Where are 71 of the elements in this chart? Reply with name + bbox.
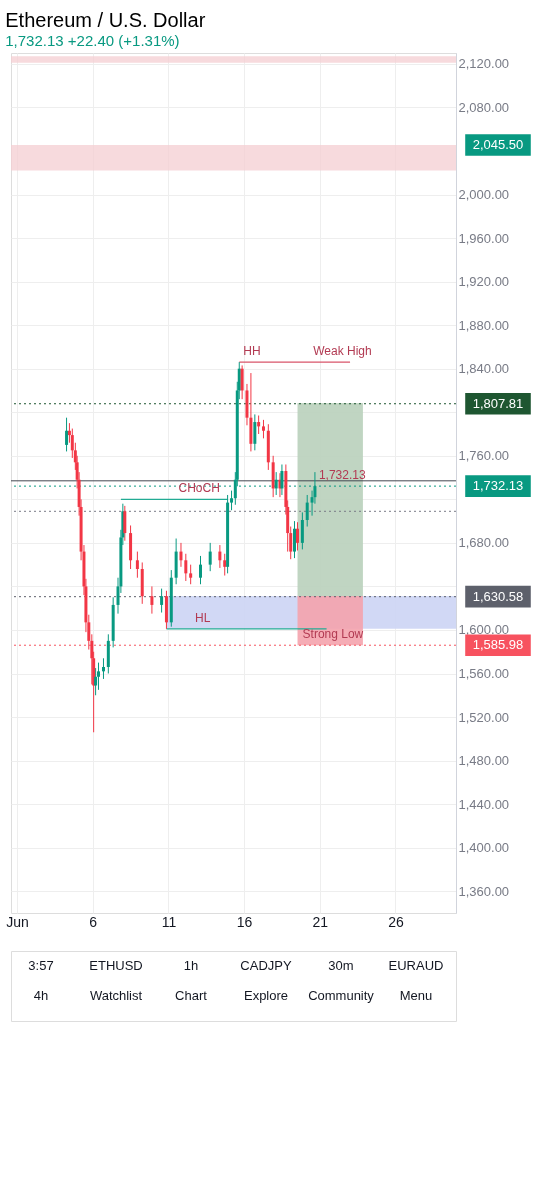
candlestick <box>160 588 164 614</box>
x-tick-label: 16 <box>236 913 253 930</box>
x-tick-label: 6 <box>89 913 98 930</box>
candlestick <box>293 520 296 559</box>
band-label: 2,045.50 <box>472 136 524 152</box>
y-tick-label: 1,880.00 <box>458 317 510 333</box>
candlestick <box>218 544 222 569</box>
text: 3:57 <box>28 958 54 973</box>
y-tick-label: 1,600.00 <box>458 622 510 638</box>
y-tick-label: 1,360.00 <box>458 883 510 899</box>
annotation: Strong Low <box>302 627 364 642</box>
y-tick-label: 1,560.00 <box>458 666 510 682</box>
x-tick-label: 21 <box>312 913 329 930</box>
text: 1h <box>183 958 199 973</box>
annotation: 1,732.13 <box>318 468 366 483</box>
annotation: CHoCH <box>178 481 220 496</box>
ref-line-label: 1,732.13 <box>472 478 524 494</box>
candlestick <box>240 364 244 400</box>
text: ETHUSD <box>89 958 143 973</box>
candlestick <box>135 551 139 579</box>
ref-line-label: 1,630.58 <box>472 588 524 604</box>
y-tick-label: 1,920.00 <box>458 274 510 290</box>
chart-subtitle: 1,732.13 +22.40 (+1.31%) <box>5 31 180 49</box>
candlestick <box>274 471 278 496</box>
y-tick-label: 1,440.00 <box>458 796 510 812</box>
candlestick <box>261 419 265 439</box>
y-tick-label: 1,760.00 <box>458 448 510 464</box>
y-tick-label: 2,120.00 <box>458 56 510 72</box>
text: Watchlist <box>89 988 143 1003</box>
candlestick <box>208 542 212 572</box>
x-tick-label: 26 <box>388 913 404 930</box>
candlestick <box>257 415 261 435</box>
text: CADJPY <box>240 958 292 973</box>
x-tick-label: 11 <box>161 913 177 930</box>
y-tick-label: 1,400.00 <box>458 840 510 856</box>
candlestick <box>296 521 300 551</box>
annotation: HH <box>243 344 261 359</box>
candlestick <box>65 417 69 452</box>
ref-line-label: 1,807.81 <box>472 395 524 411</box>
annotation: HL <box>195 610 211 625</box>
candlestick <box>96 662 100 691</box>
candlestick <box>223 553 227 577</box>
candlestick <box>184 553 188 582</box>
annotation: Weak High <box>313 344 372 359</box>
y-tick-label: 1,960.00 <box>458 230 510 246</box>
text: Menu <box>399 988 433 1003</box>
candlestick <box>150 585 154 615</box>
y-tick-label: 2,000.00 <box>458 187 510 203</box>
candlestick <box>300 511 304 550</box>
x-tick-label: Jun <box>6 913 29 930</box>
y-tick-label: 1,520.00 <box>458 709 510 725</box>
text: Explore <box>243 988 289 1003</box>
text: Community <box>308 988 375 1003</box>
candlestick <box>305 494 309 528</box>
ref-line-label: 1,585.98 <box>472 637 524 653</box>
text: 30m <box>328 958 354 973</box>
candlestick <box>101 657 105 680</box>
text: Chart <box>175 988 208 1003</box>
candlestick <box>179 542 183 568</box>
candlestick <box>199 555 202 585</box>
y-tick-label: 2,080.00 <box>458 99 510 115</box>
y-tick-label: 1,680.00 <box>458 535 510 551</box>
y-tick-label: 1,840.00 <box>458 361 510 377</box>
candlestick <box>230 490 234 511</box>
y-tick-label: 1,480.00 <box>458 753 510 769</box>
text: EURAUD <box>388 958 444 973</box>
candlestick <box>189 564 193 585</box>
candlestick <box>253 413 257 451</box>
text: 4h <box>33 988 49 1003</box>
candlestick <box>94 667 98 696</box>
chart-title: Ethereum / U.S. Dollar <box>5 8 206 31</box>
